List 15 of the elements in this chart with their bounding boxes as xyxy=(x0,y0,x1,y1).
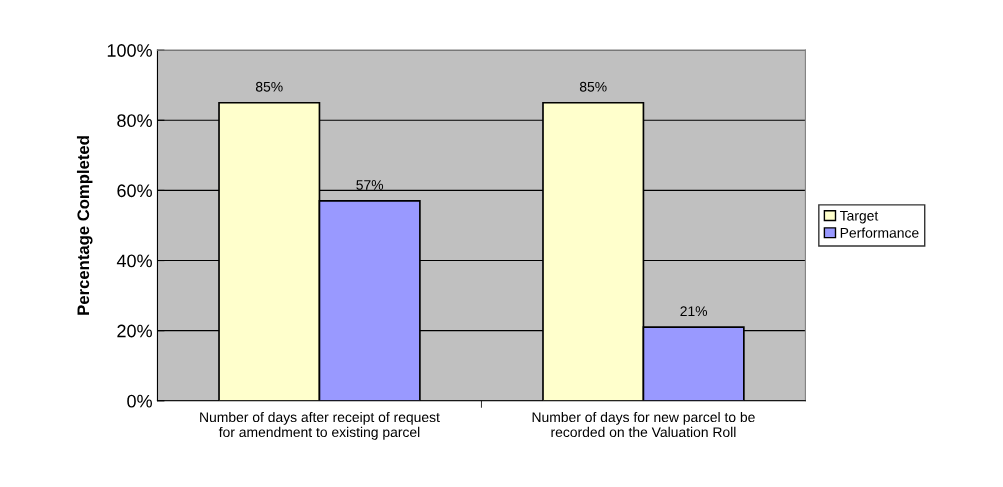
data-label: 57% xyxy=(356,180,384,190)
y-tick-label: 0% xyxy=(127,394,152,408)
y-tick-label: 100% xyxy=(107,44,152,57)
legend-label: Performance xyxy=(840,227,919,238)
data-label: 21% xyxy=(680,306,708,317)
data-label: 85% xyxy=(579,81,607,92)
y-tick-label: 80% xyxy=(117,114,152,128)
data-label: 85% xyxy=(255,81,283,92)
y-tick-label: 40% xyxy=(116,254,152,268)
x-tick-label: Number of days for new parcel to be recorded on the Valuation Roll xyxy=(532,411,755,438)
y-tick-label: 60% xyxy=(117,184,152,198)
x-tick-label: Number of days after receipt of request for amendment to existing parcel xyxy=(200,411,440,440)
y-tick-label: 20% xyxy=(117,324,152,338)
y-axis-title: Percentage Completed xyxy=(76,136,93,315)
legend-label: Target xyxy=(839,210,879,224)
